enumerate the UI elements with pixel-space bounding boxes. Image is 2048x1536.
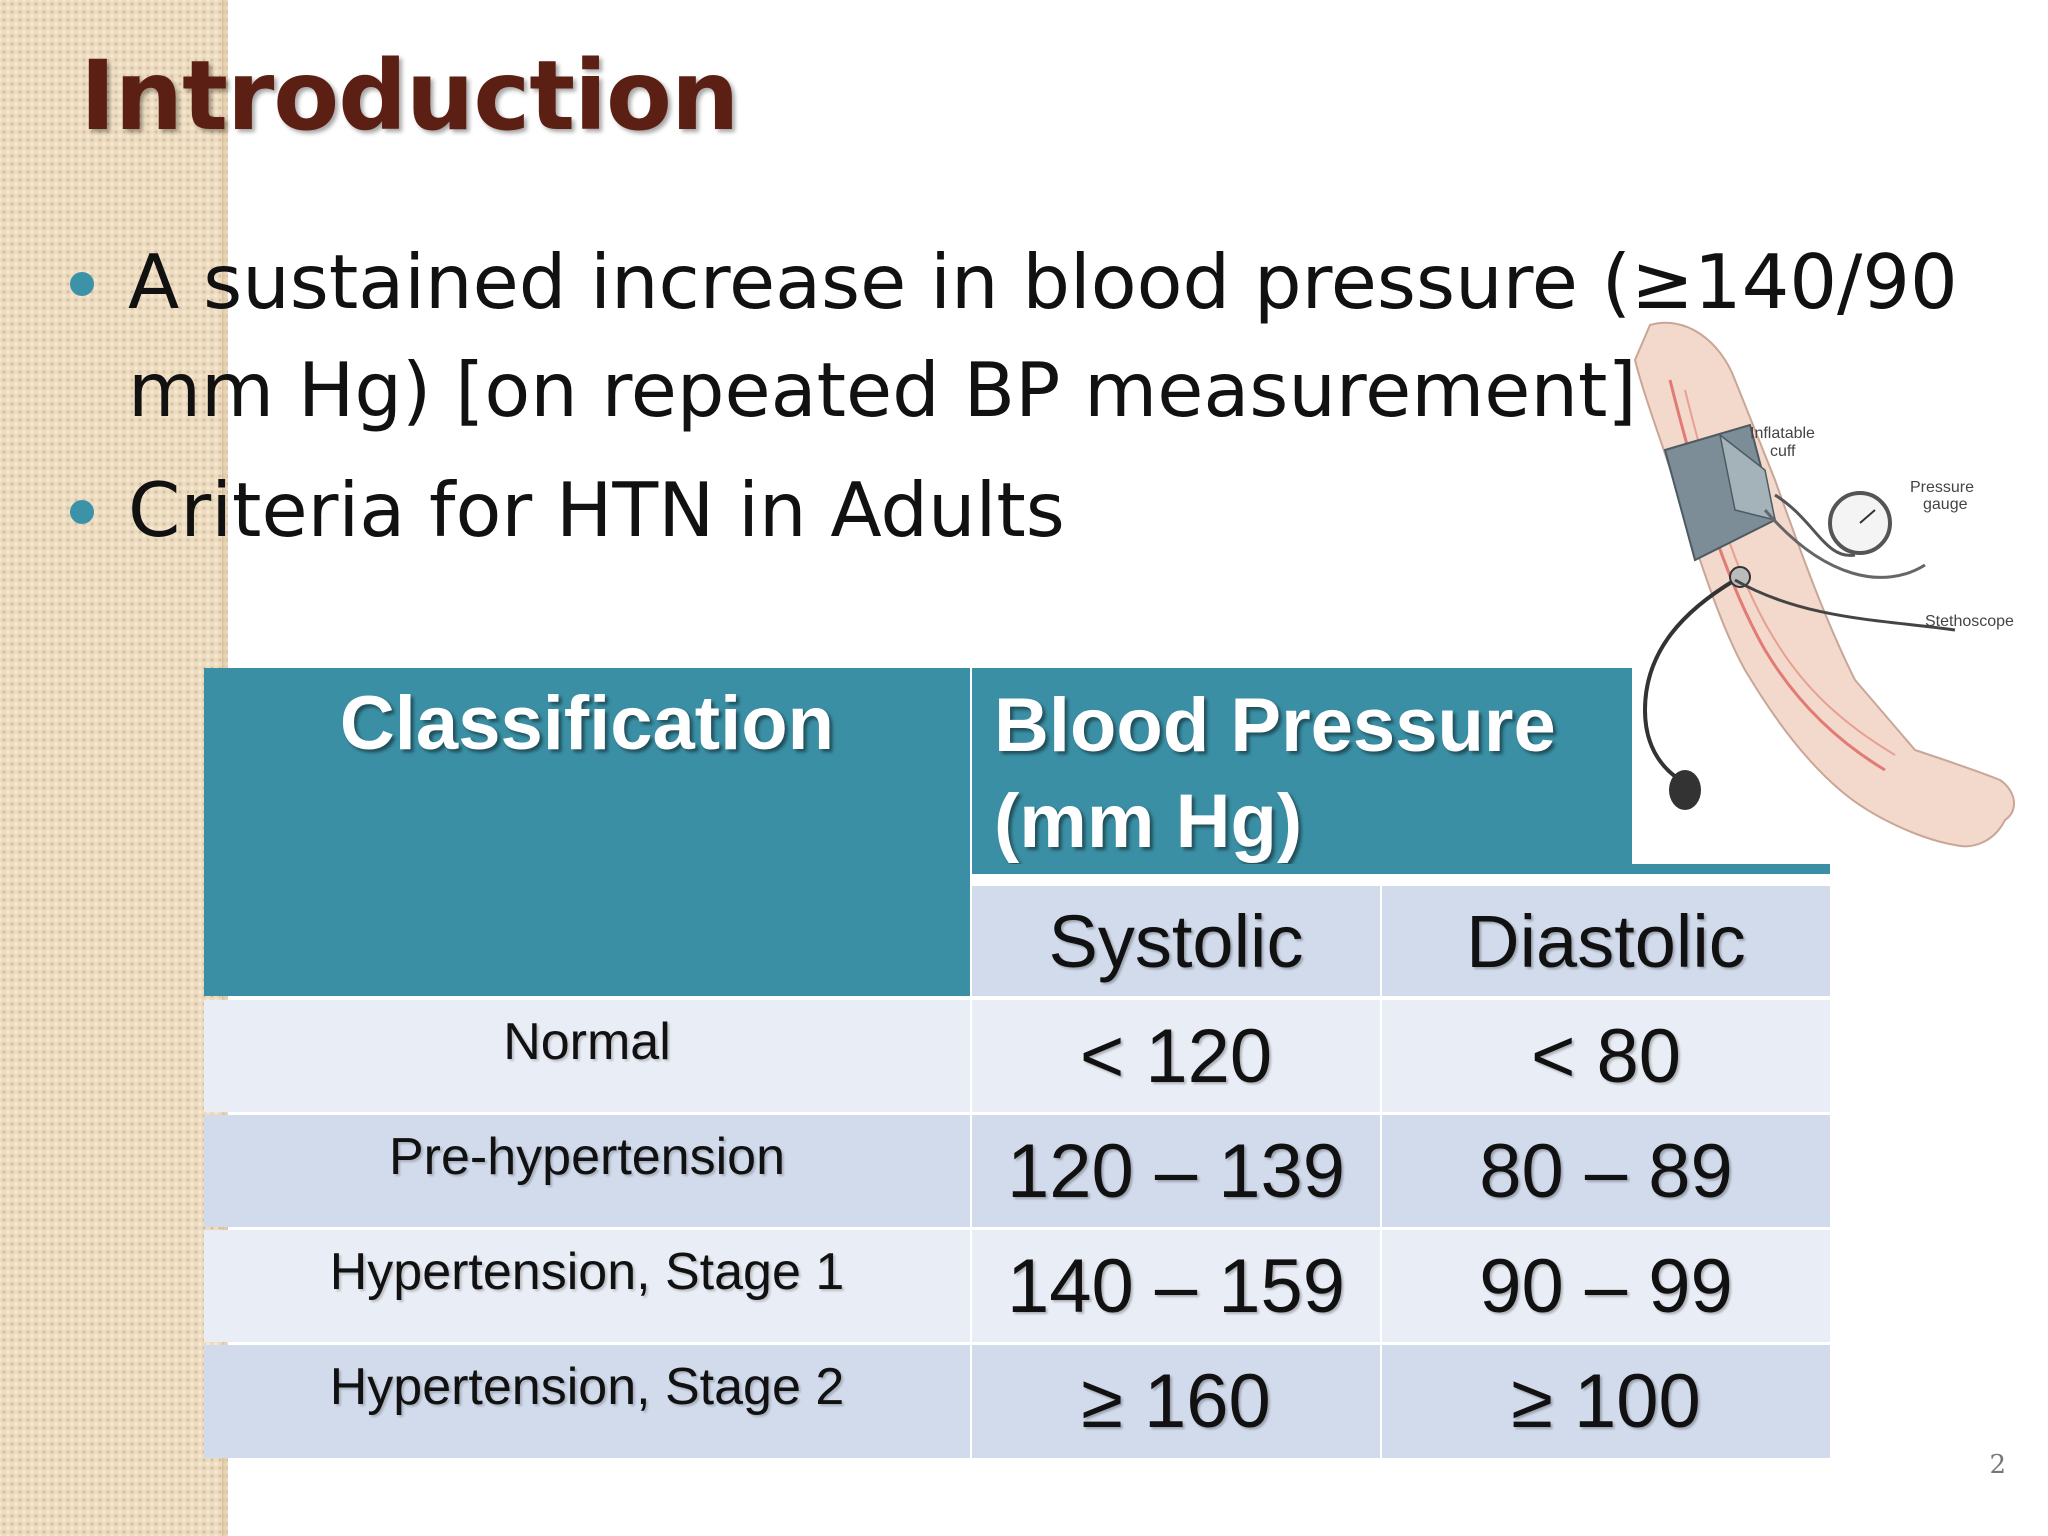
bp-classification-table: Classification Blood Pressure (mm Hg) Sy…: [204, 668, 1830, 1468]
slide-title: Introduction: [80, 40, 739, 152]
table-row-classification: Hypertension, Stage 1: [204, 1230, 970, 1342]
bullet-text: A sustained increase in blood pressure (…: [128, 238, 1958, 434]
table-row-systolic: 140 – 159: [972, 1230, 1380, 1342]
subheader-diastolic: Diastolic: [1382, 886, 1830, 996]
bulb-icon: [1669, 770, 1701, 810]
stethoscope-icon: [1642, 578, 1737, 782]
table-row-diastolic: ≥ 100: [1382, 1345, 1830, 1458]
table-row-classification: Hypertension, Stage 2: [204, 1345, 970, 1458]
header-bp-line1: Blood Pressure: [994, 683, 1556, 768]
table-row-classification: Normal: [204, 1000, 970, 1112]
table-row-diastolic: 90 – 99: [1382, 1230, 1830, 1342]
label-gauge-2: gauge: [1923, 496, 1968, 513]
bullet-item: Criteria for HTN in Adults: [62, 456, 1962, 564]
header-blood-pressure: Blood Pressure (mm Hg): [972, 668, 1632, 864]
bullet-list: A sustained increase in blood pressure (…: [62, 228, 1962, 564]
header-classification: Classification: [204, 668, 970, 996]
bullet-item: A sustained increase in blood pressure (…: [62, 228, 1988, 444]
table-row-diastolic: < 80: [1382, 1000, 1830, 1112]
label-stethoscope: Stethoscope: [1925, 613, 2014, 630]
page-number: 2: [1989, 1450, 2006, 1480]
label-gauge-1: Pressure: [1910, 479, 1974, 496]
bullet-dot-icon: [70, 272, 94, 296]
bullet-text: Criteria for HTN in Adults: [128, 466, 1065, 554]
table-row-classification: Pre-hypertension: [204, 1115, 970, 1227]
table-row-systolic: 120 – 139: [972, 1115, 1380, 1227]
header-underline: [972, 864, 1830, 874]
table-row-diastolic: 80 – 89: [1382, 1115, 1830, 1227]
header-bp-line2: (mm Hg): [994, 779, 1303, 864]
decorative-side-strip: [0, 0, 228, 1536]
table-row-systolic: < 120: [972, 1000, 1380, 1112]
bp-measurement-illustration: Inflatable cuff Pressure gauge Stethosco…: [1633, 321, 2015, 848]
bullet-dot-icon: [70, 500, 94, 524]
subheader-systolic: Systolic: [972, 886, 1380, 996]
label-cuff-1: Inflatable: [1750, 425, 1815, 442]
label-cuff-2: cuff: [1770, 443, 1796, 460]
table-row-systolic: ≥ 160: [972, 1345, 1380, 1458]
